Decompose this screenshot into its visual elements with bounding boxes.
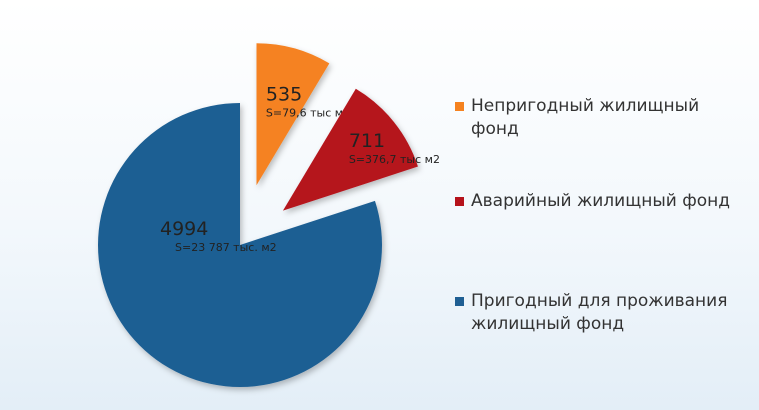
area-label: S=79,6 тыс м2 <box>266 106 350 119</box>
value-label: 4994 <box>160 218 208 240</box>
value-label: 535 <box>266 83 302 105</box>
legend-label: Аварийный жилищный фонд <box>471 191 731 211</box>
legend-label: Непригодный жилищный фонд <box>471 96 700 139</box>
value-label: 711 <box>349 130 385 152</box>
area-label: S=23 787 тыс. м2 <box>175 241 277 254</box>
pie-slice <box>256 43 330 186</box>
legend-label: Пригодный для проживания жилищный фонд <box>471 291 728 334</box>
pie-slice <box>98 103 383 387</box>
legend-swatch <box>455 102 464 111</box>
legend-entry: Пригодный для проживания жилищный фонд <box>455 290 745 336</box>
legend-swatch <box>455 197 464 206</box>
pie-slice <box>282 88 418 211</box>
legend-swatch <box>455 297 464 306</box>
legend-entry: Непригодный жилищный фонд <box>455 95 745 141</box>
area-label: S=376,7 тыс м2 <box>349 153 440 166</box>
legend-entry: Аварийный жилищный фонд <box>455 190 745 213</box>
